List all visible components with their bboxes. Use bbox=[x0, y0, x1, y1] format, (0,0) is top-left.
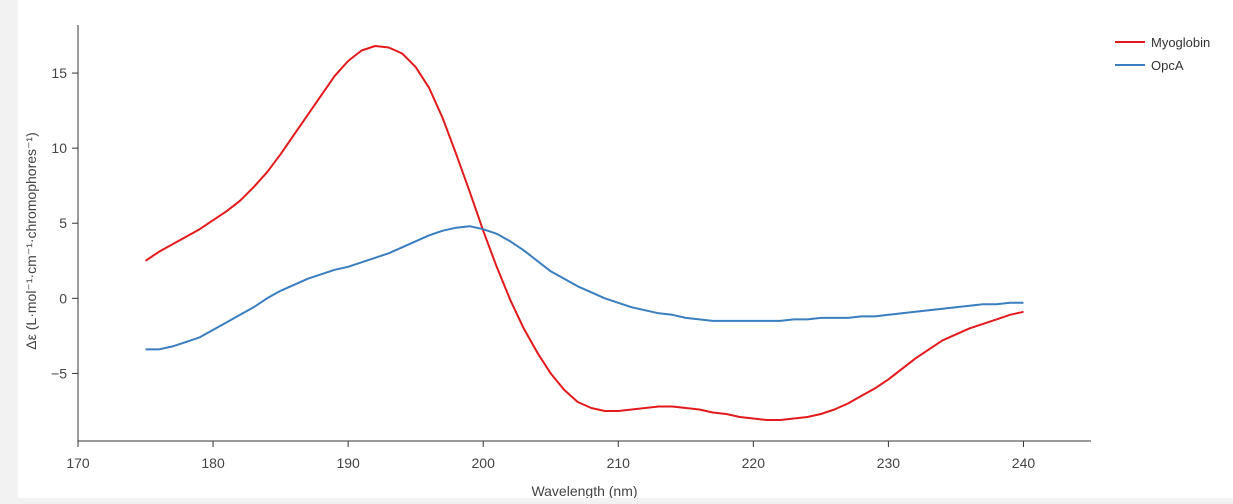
y-tick-label: 5 bbox=[59, 215, 67, 231]
legend-label-opca: OpcA bbox=[1151, 58, 1184, 73]
x-tick-label: 230 bbox=[877, 455, 901, 471]
y-tick-label: −5 bbox=[51, 365, 67, 381]
x-tick-label: 170 bbox=[66, 455, 90, 471]
series-line-opca bbox=[145, 225, 1024, 351]
series-line-myoglobin bbox=[144, 45, 1024, 421]
x-tick-label: 210 bbox=[607, 455, 631, 471]
legend: Myoglobin OpcA bbox=[1115, 35, 1210, 73]
y-tick-label: 15 bbox=[51, 65, 67, 81]
x-tick-label: 190 bbox=[336, 455, 360, 471]
chart-svg: 170 180 190 200 210 220 230 240 −5 0 5 10 15 Wavele… bbox=[23, 25, 1210, 498]
y-axis-title: Δε (L·mol⁻¹·cm⁻¹·chromophores⁻¹) bbox=[23, 132, 39, 349]
plot-lines bbox=[144, 45, 1024, 421]
x-tick-label: 180 bbox=[201, 455, 225, 471]
chart-panel: 170 180 190 200 210 220 230 240 −5 0 5 10 15 Wavele… bbox=[18, 0, 1233, 498]
x-axis-title: Wavelength (nm) bbox=[531, 483, 637, 498]
x-tick-label: 200 bbox=[472, 455, 496, 471]
y-ticks: −5 0 5 10 15 bbox=[51, 65, 78, 381]
x-tick-label: 240 bbox=[1012, 455, 1036, 471]
y-tick-label: 10 bbox=[51, 140, 67, 156]
x-ticks: 170 180 190 200 210 220 230 240 bbox=[66, 441, 1035, 471]
y-tick-label: 0 bbox=[59, 290, 67, 306]
x-tick-label: 220 bbox=[742, 455, 766, 471]
legend-label-myoglobin: Myoglobin bbox=[1151, 35, 1210, 50]
